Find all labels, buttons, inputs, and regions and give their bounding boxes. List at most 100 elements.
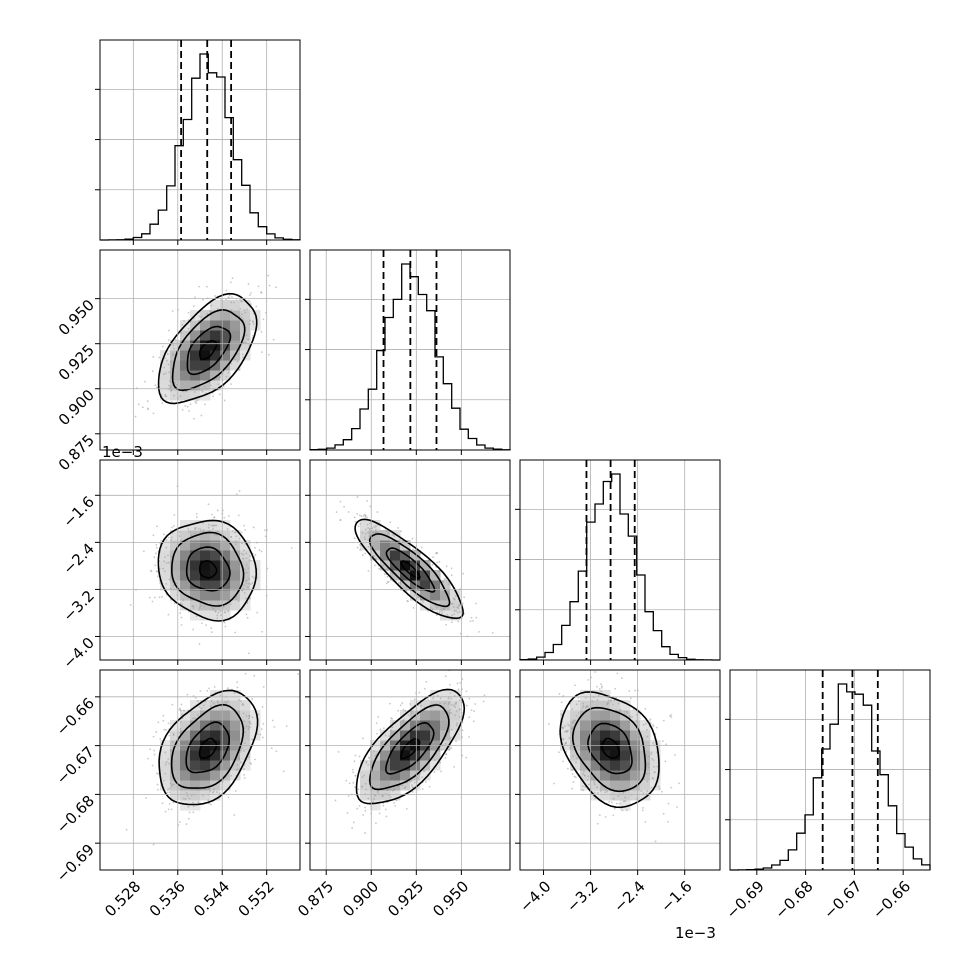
sample-point (623, 713, 626, 715)
sample-point (297, 673, 300, 675)
y-tick-label: −0.69 (53, 840, 98, 885)
sample-point (188, 530, 190, 533)
sample-point (226, 528, 229, 530)
sample-point (577, 697, 580, 699)
sample-point (371, 527, 374, 530)
sample-point (335, 511, 338, 513)
sample-point (439, 702, 441, 705)
sample-point (218, 393, 221, 396)
sample-point (197, 527, 200, 530)
sample-point (236, 681, 239, 684)
sample-point (586, 779, 589, 782)
sample-point (203, 605, 206, 607)
sample-point (148, 596, 151, 599)
sample-point (470, 709, 473, 712)
density-cell (390, 760, 401, 771)
contour-line (171, 308, 246, 392)
density-cell (180, 720, 191, 731)
sample-point (152, 355, 155, 358)
sample-point (391, 534, 394, 537)
sample-point (238, 758, 240, 761)
density-cell (610, 790, 621, 801)
density-cell (200, 370, 211, 381)
panel-frame (309, 669, 511, 871)
histogram-steps (309, 263, 511, 451)
contour-line (170, 531, 245, 607)
sample-point (260, 550, 263, 553)
sample-point (224, 625, 227, 628)
sample-point (411, 537, 414, 540)
sample-point (212, 528, 214, 530)
sample-point (240, 747, 243, 750)
sample-point (249, 597, 251, 600)
sample-point (607, 699, 610, 702)
sample-point (233, 301, 235, 304)
sample-point (244, 311, 247, 314)
sample-point (225, 375, 228, 378)
sample-point (367, 531, 369, 534)
sample-point (154, 564, 157, 567)
sample-point (593, 791, 596, 794)
sample-point (157, 772, 160, 775)
x-tick-label: −0.67 (820, 877, 865, 922)
density-cell (360, 780, 371, 791)
density-cell (360, 790, 371, 801)
sample-point (455, 702, 458, 705)
density-cell (170, 780, 181, 791)
sample-point (652, 724, 654, 726)
sample-point (219, 610, 222, 613)
sample-point (169, 782, 172, 785)
density-cell (180, 350, 191, 361)
sample-point (461, 678, 464, 680)
sample-point (246, 308, 248, 311)
x-tick-label: 0.900 (339, 877, 382, 920)
density-cell (420, 590, 431, 601)
sample-point (165, 761, 168, 764)
sample-point (257, 285, 260, 288)
density-cell (620, 790, 631, 801)
sample-point (658, 787, 661, 790)
sample-point (268, 284, 271, 287)
sample-point (353, 516, 356, 519)
sample-point (386, 567, 389, 570)
sample-point (390, 729, 393, 732)
sample-point (674, 754, 676, 756)
sample-point (385, 815, 388, 818)
sample-point (664, 760, 667, 763)
histogram-steps (100, 53, 301, 241)
sample-point (439, 761, 442, 764)
sample-point (364, 552, 367, 555)
sample-point (600, 685, 603, 688)
sample-point (162, 373, 165, 375)
density-cell (430, 590, 441, 601)
density-cell (600, 730, 611, 741)
sample-point (165, 728, 168, 731)
sample-point (149, 748, 151, 751)
sample-point (245, 571, 248, 574)
density-cell (220, 350, 231, 361)
sample-point (445, 623, 447, 626)
sample-point (366, 523, 369, 526)
x-tick-label: 0.552 (235, 877, 278, 920)
sample-point (384, 734, 387, 737)
sample-point (244, 568, 246, 571)
sample-point (354, 775, 357, 777)
sample-point (172, 352, 174, 355)
histogram-frame (729, 669, 931, 871)
x-tick-label: −1.6 (657, 877, 695, 915)
sample-point (475, 602, 477, 605)
sample-point (240, 700, 242, 703)
sample-point (198, 609, 200, 612)
sample-point (593, 783, 596, 786)
sample-point (157, 788, 159, 791)
sample-point (465, 704, 468, 707)
sample-point (458, 603, 460, 606)
sample-point (210, 803, 212, 806)
sample-point (207, 503, 210, 506)
sample-point (443, 578, 446, 581)
sample-point (373, 750, 376, 753)
density-cell (240, 330, 251, 341)
sample-point (558, 693, 561, 695)
grid-lines (310, 670, 510, 870)
sample-point (646, 728, 648, 731)
